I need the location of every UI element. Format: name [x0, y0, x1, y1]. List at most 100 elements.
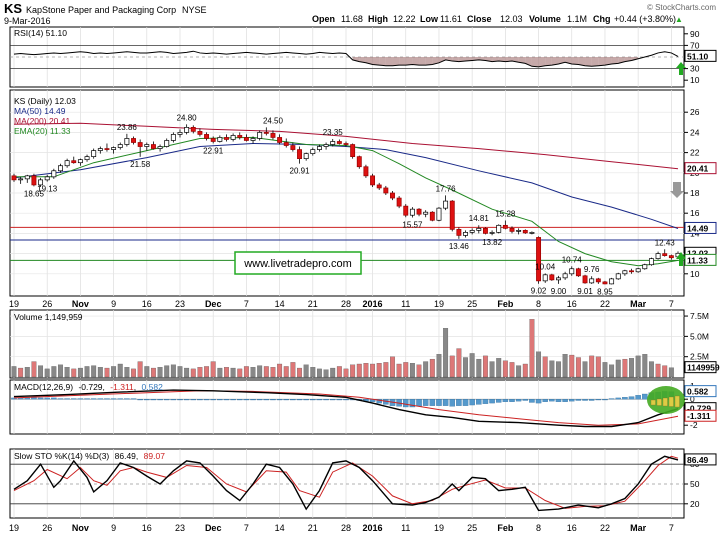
x-tick-label: 21: [308, 299, 318, 309]
macd-legend-name: MACD(12,26,9): [14, 382, 73, 392]
volume-bar: [449, 355, 455, 378]
price-extreme-label: 9.02: [531, 287, 547, 296]
macd-tick-label: 0: [690, 394, 695, 404]
volume-bar: [383, 362, 389, 378]
chg-value: +0.44 (+3.80%): [614, 14, 676, 24]
volume-bar: [476, 358, 482, 378]
volume-bar: [443, 328, 449, 378]
volume-bar: [589, 355, 595, 378]
chart-date: 9-Mar-2016: [4, 16, 51, 26]
macd-hist-bar: [150, 399, 157, 401]
volume-bar: [569, 354, 575, 378]
volume-bar: [390, 356, 395, 378]
price-tick-label: 16: [690, 208, 700, 218]
price-tick-label: 22: [690, 148, 700, 158]
rsi-oversold-fill: [545, 57, 552, 66]
ma200-line: [13, 122, 679, 170]
macd-hist-bar: [24, 397, 31, 400]
price-extreme-label: 17.76: [436, 184, 457, 193]
volume-tick-label: 7.5M: [690, 311, 709, 321]
candle-body: [77, 159, 83, 164]
rsi-tick-label: 10: [690, 75, 700, 85]
candle-body: [150, 144, 156, 149]
rsi-oversold-fill: [379, 57, 386, 66]
x-tick-label-bottom: 28: [341, 523, 351, 533]
high-label: High: [368, 14, 388, 24]
volume-bar: [602, 362, 608, 378]
candle-body: [137, 142, 143, 147]
candle-body: [230, 135, 236, 140]
watermark-text[interactable]: www.livetradepro.com: [243, 258, 352, 270]
macd-hist-bar: [237, 399, 243, 401]
rsi-last-label-box: [684, 49, 717, 62]
macd-hist-bar: [529, 399, 535, 403]
candle-body: [24, 175, 30, 180]
volume-bar: [323, 369, 329, 378]
candle-body: [217, 137, 223, 142]
candle-body: [396, 197, 402, 207]
price-extreme-label: 20.91: [290, 167, 311, 176]
macd-hist-bar: [569, 399, 575, 402]
macd-hist-bar: [343, 399, 349, 401]
macd-hist-bar: [442, 399, 449, 406]
macd-hist-bar: [250, 399, 256, 401]
rsi-oversold-fill: [505, 57, 512, 62]
volume-bar: [575, 357, 581, 378]
candle-body: [416, 208, 422, 215]
x-tick-label-bottom: 23: [175, 523, 185, 533]
sto-tick-label: 50: [690, 479, 700, 489]
volume-bar: [44, 368, 50, 378]
macd-hist-bar: [77, 398, 84, 400]
candle-body: [522, 230, 528, 234]
x-tick-label: 2016: [363, 299, 383, 309]
volume-bar: [668, 367, 674, 378]
price-extreme-label: 24.80: [177, 113, 198, 122]
candle-body: [595, 278, 601, 283]
macd-last-label: -0.729: [687, 404, 711, 414]
x-tick-label-bottom: 19: [434, 523, 444, 533]
rsi-green-up-arrow-icon: [676, 62, 686, 75]
macd-hist-bar: [642, 393, 648, 400]
candle-body: [170, 134, 176, 141]
volume-bar: [290, 362, 296, 378]
x-tick-label-bottom: Feb: [497, 523, 514, 533]
price-extreme-label: 10.74: [562, 255, 583, 264]
macd-hist-bar: [144, 399, 150, 401]
volume-bar: [350, 364, 356, 378]
rsi-oversold-fill: [498, 57, 506, 62]
volume-bar: [456, 348, 462, 378]
macd-tick-label: -2: [690, 420, 698, 430]
candle-body: [602, 281, 608, 285]
macd-hist-bar: [183, 399, 190, 401]
volume-bar: [595, 356, 601, 378]
volume-bar: [84, 366, 90, 378]
candle-body: [542, 274, 548, 282]
macd-hist-bar: [44, 397, 50, 400]
macd-hist-last-label: 0.582: [687, 387, 709, 397]
x-tick-label: 16: [142, 299, 152, 309]
macd-hist-bar: [416, 399, 422, 407]
ma200-last-label: 20.41: [687, 164, 709, 174]
candle-body: [482, 228, 488, 234]
candle-body: [476, 228, 482, 231]
macd-hist-bar: [130, 398, 137, 400]
volume-bar: [217, 367, 223, 378]
volume-bar: [124, 367, 130, 378]
volume-panel: [9, 309, 685, 379]
price-extreme-label: 8.95: [597, 287, 613, 296]
volume-bar: [197, 367, 203, 378]
x-tick-label: 26: [42, 299, 52, 309]
candle-body: [409, 208, 415, 216]
x-tick-label-bottom: 19: [9, 523, 19, 533]
volume-bar: [615, 359, 621, 378]
volume-label: Volume: [529, 14, 561, 24]
x-tick-label: 28: [341, 299, 351, 309]
candle-body: [336, 141, 342, 144]
candle-body: [144, 144, 150, 147]
candle-body: [51, 170, 57, 178]
macd-hist-bar: [210, 399, 216, 401]
rsi-oversold-fill: [458, 57, 466, 62]
x-tick-label-bottom: 21: [308, 523, 318, 533]
candle-body: [184, 126, 190, 133]
candle-body: [582, 275, 588, 284]
